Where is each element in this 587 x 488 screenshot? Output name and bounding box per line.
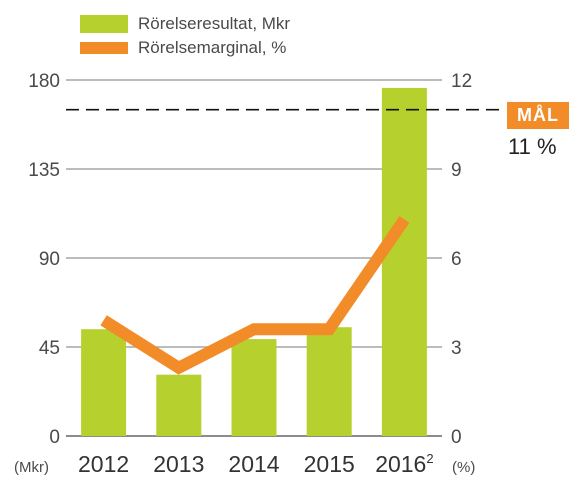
right-tick-label: 3 — [451, 338, 462, 359]
legend-item-bar: Rörelseresultat, Mkr — [80, 12, 290, 36]
bar — [306, 327, 352, 436]
bar — [231, 339, 277, 436]
left-axis-unit: (Mkr) — [14, 459, 49, 476]
legend: Rörelseresultat, Mkr Rörelsemarginal, % — [80, 12, 290, 60]
left-axis-ticks: 0 45 90 135 180 — [28, 71, 60, 448]
goal-badge: MÅL — [507, 102, 569, 129]
right-tick-label: 0 — [451, 427, 462, 448]
right-tick-label: 9 — [451, 160, 462, 181]
x-tick-label: 20162 — [375, 451, 433, 477]
legend-line-label: Rörelsemarginal, % — [138, 38, 287, 57]
legend-line-swatch — [80, 42, 128, 54]
margin-line — [100, 216, 410, 375]
x-tick-label: 2015 — [304, 451, 355, 477]
bar — [156, 374, 202, 436]
bar-series — [81, 87, 427, 437]
left-tick-label: 45 — [39, 338, 60, 359]
legend-bar-swatch — [80, 15, 128, 33]
right-axis-unit: (%) — [452, 459, 475, 476]
right-tick-label: 12 — [451, 71, 472, 92]
bar — [81, 329, 127, 436]
left-tick-label: 135 — [28, 160, 60, 181]
left-tick-label: 90 — [39, 249, 60, 270]
left-tick-label: 180 — [28, 71, 60, 92]
x-tick-label: 2014 — [228, 451, 279, 477]
x-tick-label: 2013 — [153, 451, 204, 477]
right-axis-ticks: 0 3 6 9 12 — [451, 71, 472, 448]
legend-item-line: Rörelsemarginal, % — [80, 36, 290, 60]
left-tick-label: 0 — [49, 427, 60, 448]
right-tick-label: 6 — [451, 249, 462, 270]
legend-bar-label: Rörelseresultat, Mkr — [138, 14, 291, 33]
line-series — [100, 216, 410, 375]
goal-value: 11 % — [508, 134, 557, 159]
footnote-superscript: 2 — [426, 451, 433, 466]
bar — [381, 87, 427, 437]
x-axis-ticks: 2012 2013 2014 2015 20162 — [78, 451, 434, 477]
x-tick-label: 2012 — [78, 451, 129, 477]
